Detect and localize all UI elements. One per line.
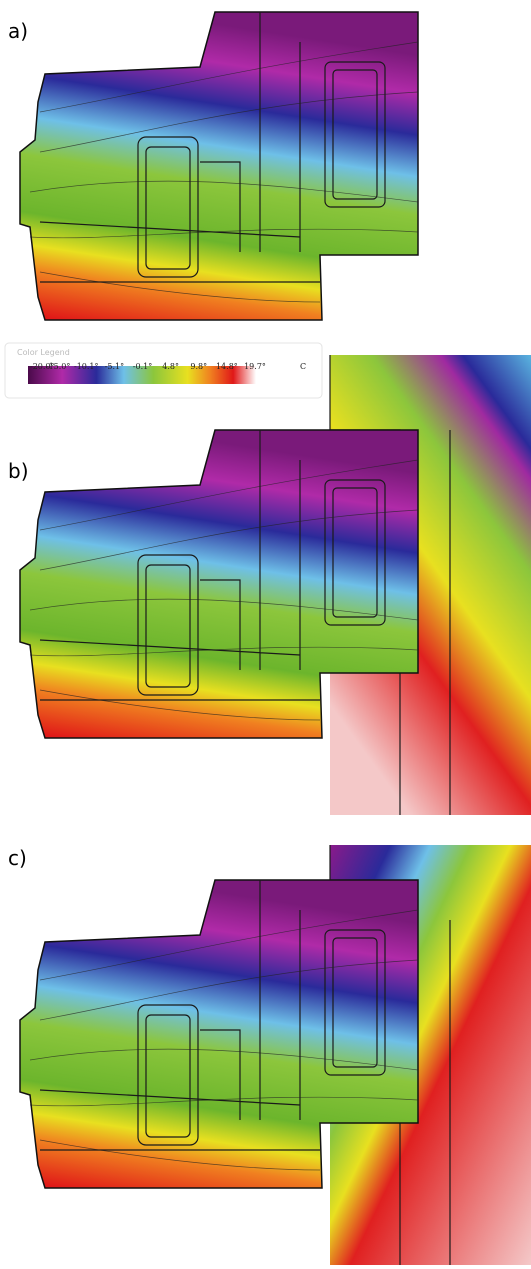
- thermal-image: [20, 12, 418, 320]
- legend-label: 4.8°: [162, 362, 179, 371]
- legend-unit: C: [300, 362, 306, 371]
- panel-label: c): [8, 846, 27, 870]
- legend-label: -15.0°: [46, 362, 71, 371]
- legend-label: 9.8°: [190, 362, 207, 371]
- panel-label: b): [8, 459, 29, 483]
- legend-title: Color Legend: [17, 348, 70, 357]
- legend-label: 14.8°: [216, 362, 238, 371]
- legend-label: -10.1°: [74, 362, 99, 371]
- panel-c: c): [8, 845, 531, 1265]
- color-legend: Color Legend -20.0°-15.0°-10.1°-5.1°-0.1…: [5, 343, 322, 398]
- legend-label: -5.1°: [105, 362, 124, 371]
- panel-b: b): [8, 355, 531, 815]
- legend-label: 19.7°: [244, 362, 266, 371]
- figure: a) Color Legend -20.0°-15.0°-10.1°-5.1°-…: [0, 0, 531, 1269]
- legend-label: -0.1°: [133, 362, 152, 371]
- panel-label: a): [8, 19, 28, 43]
